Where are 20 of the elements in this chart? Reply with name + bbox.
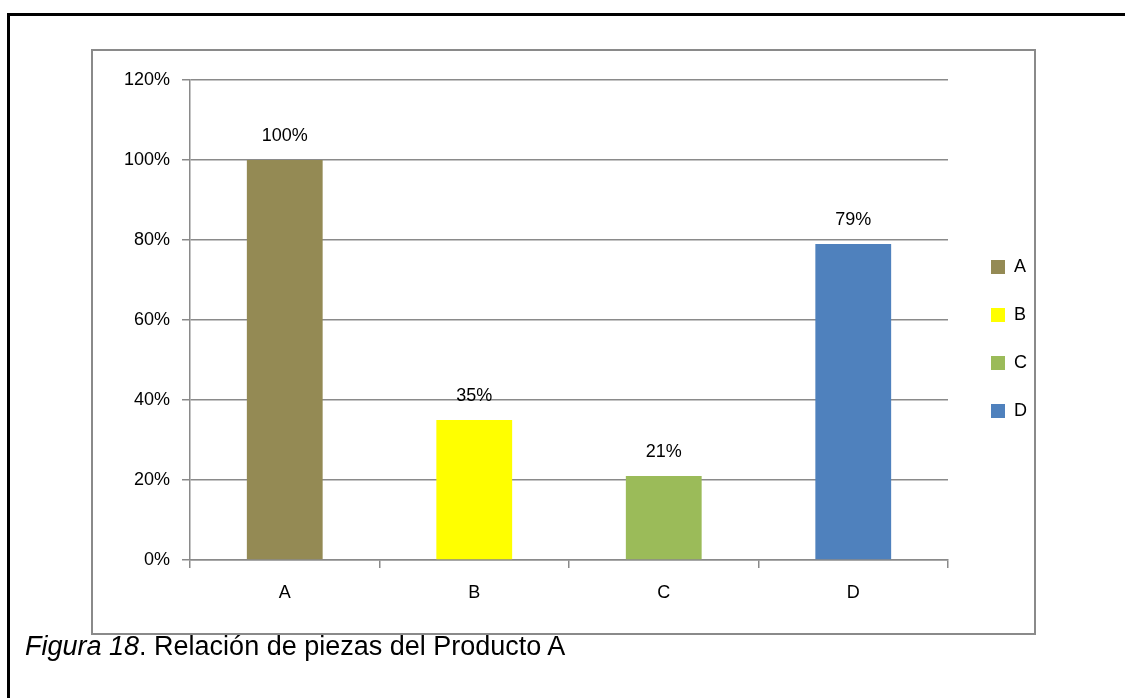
data-label: 79% xyxy=(835,209,872,229)
x-tick-label: D xyxy=(846,581,860,602)
data-label: 21% xyxy=(645,441,682,461)
data-label: 35% xyxy=(456,385,493,405)
y-tick-label: 60% xyxy=(133,308,170,329)
x-tick-label: C xyxy=(657,581,671,602)
legend-label: A xyxy=(1014,255,1027,276)
data-label: 100% xyxy=(261,125,308,145)
y-tick-label: 100% xyxy=(123,148,170,169)
y-tick-label: 20% xyxy=(133,468,170,489)
legend-label: B xyxy=(1014,303,1027,324)
legend-label: D xyxy=(1014,399,1027,420)
x-tick-label: A xyxy=(278,581,291,602)
x-tick-label: B xyxy=(468,581,481,602)
y-tick-label: 80% xyxy=(133,228,170,249)
y-tick-label: 0% xyxy=(143,548,170,569)
y-tick-label: 120% xyxy=(123,68,170,89)
y-tick-label: 40% xyxy=(133,388,170,409)
text: Figura 18. Relación de piezas del Producto A xyxy=(25,631,566,661)
legend-label: C xyxy=(1014,351,1027,372)
